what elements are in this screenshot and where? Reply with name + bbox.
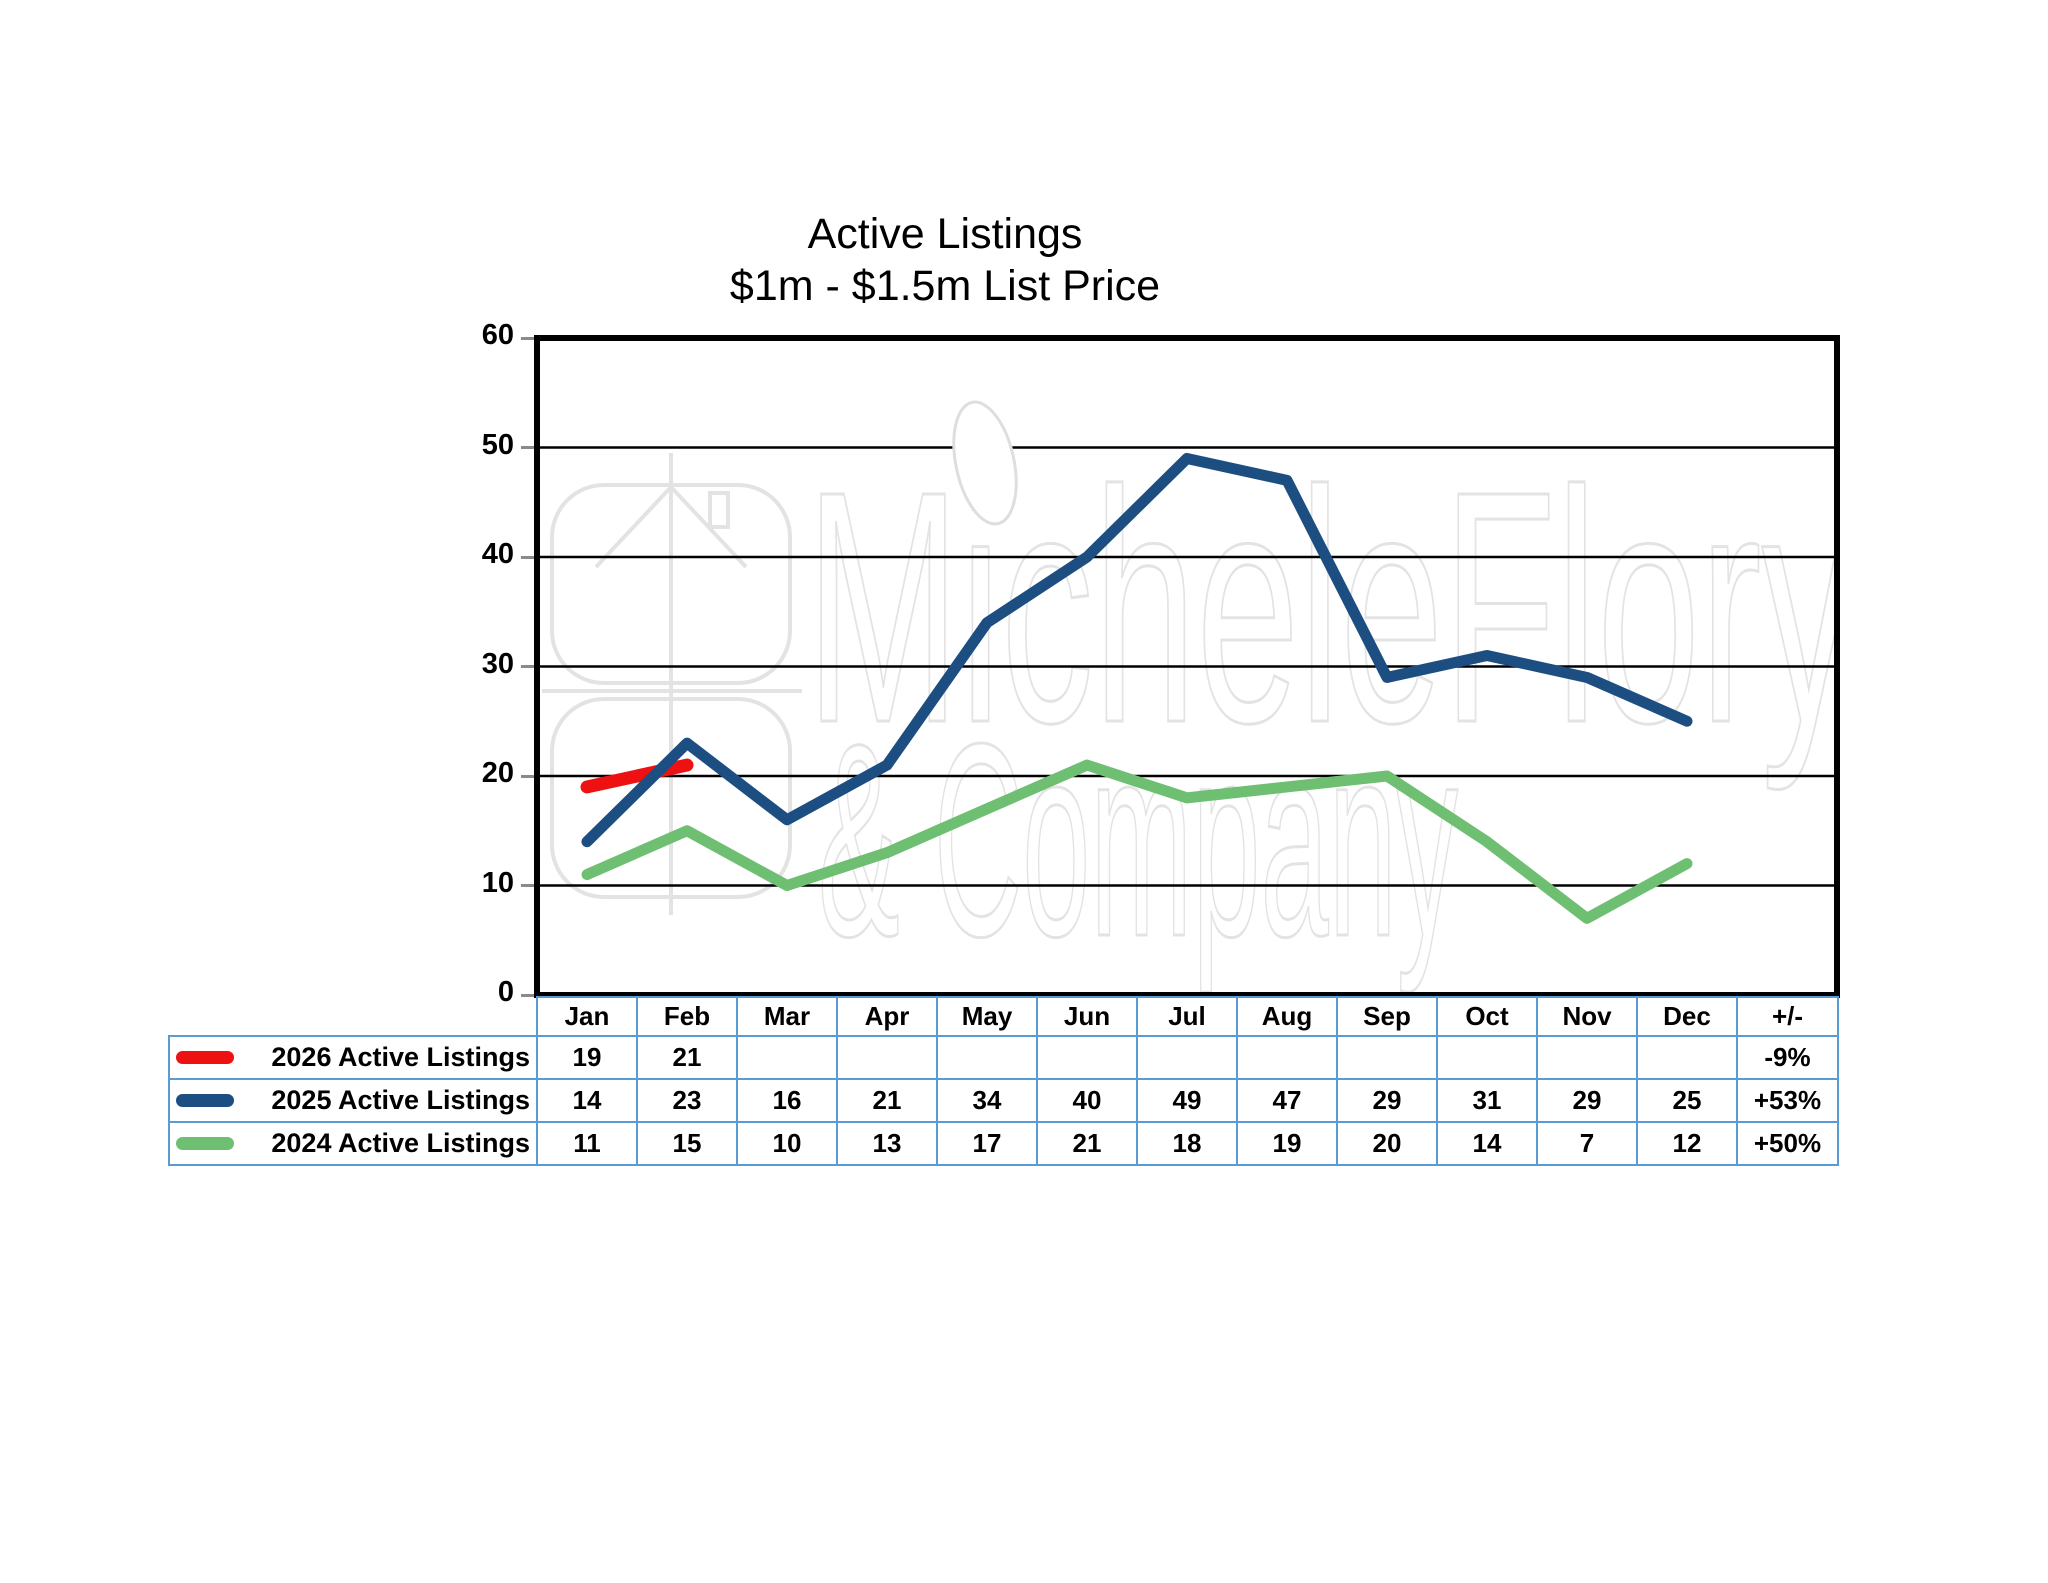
data-series	[580, 452, 1693, 924]
chart-canvas: MicheleFlory& Company	[534, 335, 1840, 998]
series-line-2026	[580, 758, 694, 794]
y-axis-tick-20	[521, 774, 534, 778]
month-header-Nov: Nov	[1536, 996, 1638, 1037]
series-label-cell: 2025 Active Listings	[168, 1078, 538, 1123]
chart-title: Active Listings	[807, 210, 1083, 258]
y-axis-label-0: 0	[497, 976, 514, 1008]
value-cell-Sep	[1336, 1035, 1438, 1080]
y-axis-label-50: 50	[481, 428, 514, 461]
value-cell-Nov	[1536, 1035, 1638, 1080]
y-axis-label-10: 10	[481, 866, 514, 899]
value-cell-Jun	[1036, 1035, 1138, 1080]
value-cell-Apr: 21	[836, 1078, 938, 1123]
month-header-Apr: Apr	[836, 996, 938, 1037]
month-header-Aug: Aug	[1236, 996, 1338, 1037]
month-header-Oct: Oct	[1436, 996, 1538, 1037]
plot-frame	[534, 335, 1840, 998]
value-cell-Jan: 14	[536, 1078, 638, 1123]
month-header-Jan: Jan	[536, 996, 638, 1037]
month-header-Jun: Jun	[1036, 996, 1138, 1037]
y-axis-label-20: 20	[481, 757, 514, 789]
value-cell-Jun: 40	[1036, 1078, 1138, 1123]
series-label-cell: 2024 Active Listings	[168, 1121, 538, 1166]
series-line-2024	[581, 759, 1693, 924]
table-header-blank	[169, 997, 537, 1036]
watermark-logo	[542, 453, 802, 915]
change-cell: +50%	[1736, 1121, 1839, 1166]
value-cell-Feb: 23	[636, 1078, 738, 1123]
value-cell-Dec	[1636, 1035, 1738, 1080]
y-axis-label-30: 30	[481, 647, 514, 680]
y-axis-tick-0	[521, 993, 534, 997]
value-cell-Apr	[836, 1035, 938, 1080]
value-cell-Mar	[736, 1035, 838, 1080]
y-axis-tick-60	[521, 336, 534, 340]
plot-area: MicheleFlory& Company	[534, 335, 1840, 998]
series-name: 2026 Active Listings	[271, 1042, 530, 1072]
y-axis-tick-10	[521, 884, 534, 887]
data-table: Jan Feb Mar Apr May Jun Jul Aug Sep Oct Nov Dec +/- 2…	[168, 996, 1839, 1166]
series-name: 2025 Active Listings	[271, 1085, 530, 1115]
value-cell-Nov: 7	[1536, 1121, 1638, 1166]
y-axis-tick-40	[521, 555, 534, 559]
legend-line-icon	[176, 1094, 234, 1107]
legend-line-icon	[176, 1137, 234, 1150]
y-axis-label-60: 60	[481, 319, 514, 351]
value-cell-Feb: 21	[636, 1035, 738, 1080]
series-line-2025	[581, 452, 1693, 848]
value-cell-Jul: 49	[1136, 1078, 1238, 1123]
value-cell-Jul	[1136, 1035, 1238, 1080]
value-cell-Jun: 21	[1036, 1121, 1138, 1166]
change-cell: -9%	[1736, 1035, 1839, 1080]
month-header-Feb: Feb	[636, 996, 738, 1037]
legend-line-icon	[176, 1051, 234, 1064]
value-cell-Jan: 11	[536, 1121, 638, 1166]
value-cell-Aug	[1236, 1035, 1338, 1080]
change-header: +/-	[1736, 996, 1839, 1037]
value-cell-Jan: 19	[536, 1035, 638, 1080]
value-cell-May: 17	[936, 1121, 1038, 1166]
y-axis-tick-30	[521, 665, 534, 668]
value-cell-Mar: 16	[736, 1078, 838, 1123]
value-cell-Oct: 14	[1436, 1121, 1538, 1166]
value-cell-Nov: 29	[1536, 1078, 1638, 1123]
value-cell-Aug: 19	[1236, 1121, 1338, 1166]
value-cell-May: 34	[936, 1078, 1038, 1123]
value-cell-Apr: 13	[836, 1121, 938, 1166]
value-cell-May	[936, 1035, 1038, 1080]
table-header-row: Jan Feb Mar Apr May Jun Jul Aug Sep Oct Nov Dec +/-	[169, 996, 1839, 1037]
value-cell-Sep: 29	[1336, 1078, 1438, 1123]
value-cell-Dec: 12	[1636, 1121, 1738, 1166]
value-cell-Oct	[1436, 1035, 1538, 1080]
chart-title-block: Active Listings $1m - $1.5m List Price	[245, 208, 1645, 312]
value-cell-Mar: 10	[736, 1121, 838, 1166]
series-label-cell: 2026 Active Listings	[168, 1035, 538, 1080]
chart-subtitle: $1m - $1.5m List Price	[729, 262, 1161, 310]
table-row: 2025 Active Listings 14 23 16 21 34 40 49 47 29 31…	[168, 1078, 1839, 1123]
value-cell-Sep: 20	[1336, 1121, 1438, 1166]
month-header-Dec: Dec	[1636, 996, 1738, 1037]
y-axis-tick-50	[521, 446, 534, 449]
value-cell-Oct: 31	[1436, 1078, 1538, 1123]
table-row: 2026 Active Listings 19 21 -9%	[168, 1035, 1839, 1080]
value-cell-Jul: 18	[1136, 1121, 1238, 1166]
watermark-leaf	[952, 400, 1018, 526]
table-row: 2024 Active Listings 11 15 10 13 17 21 18 19 20 14…	[168, 1121, 1839, 1166]
value-cell-Feb: 15	[636, 1121, 738, 1166]
month-header-Mar: Mar	[736, 996, 838, 1037]
month-header-Sep: Sep	[1336, 996, 1438, 1037]
month-header-Jul: Jul	[1136, 996, 1238, 1037]
value-cell-Dec: 25	[1636, 1078, 1738, 1123]
change-cell: +53%	[1736, 1078, 1839, 1123]
y-axis-label-40: 40	[481, 538, 514, 570]
gridlines	[537, 446, 1837, 887]
value-cell-Aug: 47	[1236, 1078, 1338, 1123]
series-name: 2024 Active Listings	[271, 1128, 530, 1158]
month-header-May: May	[936, 996, 1038, 1037]
